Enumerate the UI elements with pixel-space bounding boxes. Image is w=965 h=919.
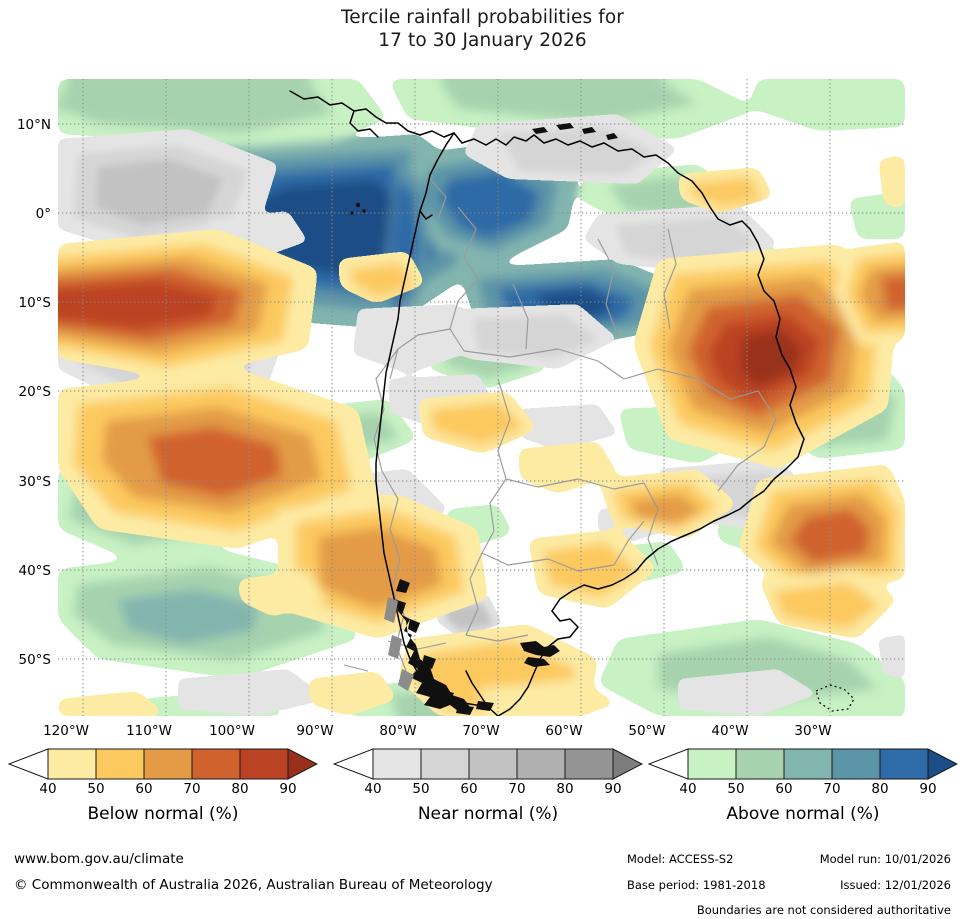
cb3-seg-80-90 — [879, 748, 929, 780]
cb1-seg-80-90 — [239, 748, 289, 780]
ytick-40S: 40°S — [18, 563, 52, 579]
cb2-tick-40: 40 — [364, 781, 382, 797]
cb2-seg-over — [612, 748, 643, 780]
cb1-seg-60-70 — [143, 748, 193, 780]
colorbar-near-normal-swatches — [333, 748, 643, 780]
cb1-tick-40: 40 — [39, 781, 57, 797]
cb1-seg-70-80 — [191, 748, 241, 780]
cb1-seg-under — [8, 748, 49, 780]
xtick-40W: 40°W — [711, 723, 749, 739]
small-islands — [350, 123, 618, 215]
patagonian-fjords — [394, 579, 494, 715]
xtick-110W: 110°W — [126, 723, 172, 739]
cb1-tick-60: 60 — [135, 781, 153, 797]
cb3-tick-40: 40 — [679, 781, 697, 797]
cb3-tick-60: 60 — [775, 781, 793, 797]
cb3-seg-70-80 — [831, 748, 881, 780]
cb3-seg-over — [927, 748, 958, 780]
probability-field — [58, 79, 905, 716]
issued-label: Issued: 12/01/2026 — [840, 878, 951, 892]
ytick-50S: 50°S — [18, 652, 52, 668]
cb3-seg-under — [648, 748, 689, 780]
rainfall-probability-map — [58, 79, 905, 716]
xtick-120W: 120°W — [43, 723, 89, 739]
map-gridlines — [58, 79, 905, 716]
colorbar-below-normal: 40 50 60 70 80 90 Below normal (%) — [8, 748, 318, 824]
cb2-tick-60: 60 — [460, 781, 478, 797]
cb3-tick-50: 50 — [727, 781, 745, 797]
page-title: Tercile rainfall probabilities for 17 to… — [0, 6, 965, 52]
cb1-tick-80: 80 — [231, 781, 249, 797]
cb2-tick-70: 70 — [508, 781, 526, 797]
cb2-tick-50: 50 — [412, 781, 430, 797]
ytick-30S: 30°S — [18, 474, 52, 490]
colorbar-above-normal-swatches — [648, 748, 958, 780]
model-label: Model: ACCESS-S2 — [627, 852, 734, 866]
xtick-30W: 30°W — [794, 723, 832, 739]
cb2-seg-under — [333, 748, 374, 780]
xtick-80W: 80°W — [379, 723, 417, 739]
cb1-tick-90: 90 — [279, 781, 297, 797]
fjord-shading — [384, 597, 414, 691]
cb3-seg-40-50 — [687, 748, 737, 780]
title-line-2: 17 to 30 January 2026 — [378, 30, 587, 51]
xtick-50W: 50°W — [628, 723, 666, 739]
bom-website-link[interactable]: www.bom.gov.au/climate — [14, 851, 184, 867]
colorbar-below-normal-swatches — [8, 748, 318, 780]
cb3-tick-70: 70 — [823, 781, 841, 797]
map-svg — [58, 79, 905, 716]
cb2-seg-50-60 — [420, 748, 470, 780]
colorbar-above-normal: 40 50 60 70 80 90 Above normal (%) — [648, 748, 958, 824]
copyright-text: © Commonwealth of Australia 2026, Austra… — [14, 877, 493, 893]
ytick-0: 0° — [35, 206, 51, 222]
cb1-seg-over — [287, 748, 318, 780]
cb2-seg-70-80 — [516, 748, 566, 780]
cb3-seg-60-70 — [783, 748, 833, 780]
cb3-tick-90: 90 — [919, 781, 937, 797]
cb2-seg-40-50 — [372, 748, 422, 780]
cb2-seg-60-70 — [468, 748, 518, 780]
falkland-islands — [520, 641, 560, 667]
ytick-10N: 10°N — [16, 117, 51, 133]
ytick-10S: 10°S — [18, 295, 52, 311]
boundaries-disclaimer: Boundaries are not considered authoritat… — [696, 903, 951, 917]
xtick-100W: 100°W — [209, 723, 255, 739]
cb2-tick-90: 90 — [604, 781, 622, 797]
colorbar-near-normal-caption: Near normal (%) — [417, 804, 559, 824]
colorbar-near-normal: 40 50 60 70 80 90 Near normal (%) — [333, 748, 643, 824]
cb1-seg-50-60 — [95, 748, 145, 780]
model-run-label: Model run: 10/01/2026 — [819, 852, 951, 866]
cb1-tick-70: 70 — [183, 781, 201, 797]
colorbar-below-normal-caption: Below normal (%) — [87, 804, 239, 824]
xtick-60W: 60°W — [545, 723, 583, 739]
xtick-90W: 90°W — [296, 723, 334, 739]
cb2-seg-80-90 — [564, 748, 614, 780]
xtick-70W: 70°W — [462, 723, 500, 739]
title-line-1: Tercile rainfall probabilities for — [341, 7, 624, 28]
cb2-tick-80: 80 — [556, 781, 574, 797]
colorbar-above-normal-caption: Above normal (%) — [726, 804, 880, 824]
cb3-tick-80: 80 — [871, 781, 889, 797]
base-period-label: Base period: 1981-2018 — [627, 878, 766, 892]
cb1-seg-40-50 — [47, 748, 97, 780]
cb1-tick-50: 50 — [87, 781, 105, 797]
ytick-20S: 20°S — [18, 384, 52, 400]
cb3-seg-50-60 — [735, 748, 785, 780]
